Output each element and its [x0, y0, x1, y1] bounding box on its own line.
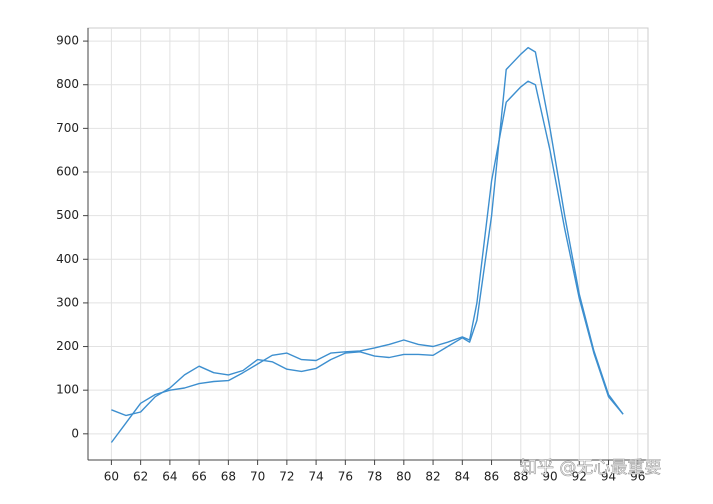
x-tick-label: 96 [630, 470, 645, 484]
x-tick-label: 84 [455, 470, 470, 484]
y-tick-label: 300 [56, 295, 79, 309]
y-tick-label: 100 [56, 383, 79, 397]
x-tick-label: 92 [572, 470, 587, 484]
x-tick-label: 76 [338, 470, 353, 484]
y-tick-label: 700 [56, 121, 79, 135]
x-tick-label: 72 [279, 470, 294, 484]
x-tick-label: 78 [367, 470, 382, 484]
watermark: 知乎 @无心最重要 [520, 458, 661, 478]
x-tick-label: 66 [191, 470, 206, 484]
x-tick-label: 70 [250, 470, 265, 484]
x-tick-label: 88 [513, 470, 528, 484]
y-tick-label: 900 [56, 34, 79, 48]
x-tick-label: 68 [221, 470, 236, 484]
y-tick-label: 500 [56, 208, 79, 222]
x-tick-label: 80 [396, 470, 411, 484]
y-tick-label: 200 [56, 339, 79, 353]
x-tick-label: 82 [425, 470, 440, 484]
y-tick-label: 400 [56, 252, 79, 266]
y-tick-label: 0 [71, 426, 79, 440]
x-tick-label: 60 [104, 470, 119, 484]
plot-area [87, 27, 649, 461]
x-tick-label: 94 [601, 470, 616, 484]
y-tick-label: 600 [56, 165, 79, 179]
y-tick-label: 800 [56, 77, 79, 91]
line-series [111, 46, 624, 417]
x-tick-label: 90 [542, 470, 557, 484]
line-series [110, 80, 624, 443]
x-tick-label: 62 [133, 470, 148, 484]
x-tick-label: 74 [308, 470, 323, 484]
x-tick-label: 86 [484, 470, 499, 484]
x-tick-label: 64 [162, 470, 177, 484]
